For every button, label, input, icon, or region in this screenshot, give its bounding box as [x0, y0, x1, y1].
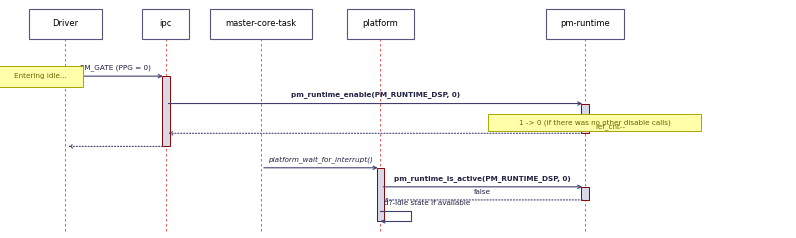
FancyBboxPatch shape — [29, 9, 102, 39]
Text: Entering idle...: Entering idle... — [14, 73, 67, 79]
Text: false: false — [474, 189, 491, 195]
Text: platform: platform — [363, 19, 398, 28]
Text: ipc: ipc — [159, 19, 172, 28]
Text: pm_runtime_enable(PM_RUNTIME_DSP, 0): pm_runtime_enable(PM_RUNTIME_DSP, 0) — [291, 91, 460, 98]
Bar — [377, 168, 384, 221]
Bar — [581, 104, 589, 133]
FancyBboxPatch shape — [142, 9, 189, 39]
Text: 1 -> 0 (if there was no other disable calls): 1 -> 0 (if there was no other disable ca… — [519, 119, 670, 126]
Bar — [581, 187, 589, 200]
FancyBboxPatch shape — [0, 66, 83, 87]
Text: Driver: Driver — [53, 19, 78, 28]
Text: ref_cnt--: ref_cnt-- — [595, 123, 626, 130]
FancyBboxPatch shape — [347, 9, 414, 39]
Text: pm-runtime: pm-runtime — [560, 19, 610, 28]
Text: master-core-task: master-core-task — [225, 19, 297, 28]
Text: pm_runtime_is_active(PM_RUNTIME_DSP, 0): pm_runtime_is_active(PM_RUNTIME_DSP, 0) — [394, 175, 572, 182]
Bar — [162, 76, 170, 146]
Text: PM_GATE (PPG = 0): PM_GATE (PPG = 0) — [80, 64, 151, 71]
FancyBboxPatch shape — [488, 114, 701, 131]
Text: platform_wait_for_interrupt(): platform_wait_for_interrupt() — [268, 156, 373, 163]
FancyBboxPatch shape — [210, 9, 312, 39]
FancyBboxPatch shape — [546, 9, 624, 39]
Text: d?-idle state if available: d?-idle state if available — [384, 200, 471, 206]
